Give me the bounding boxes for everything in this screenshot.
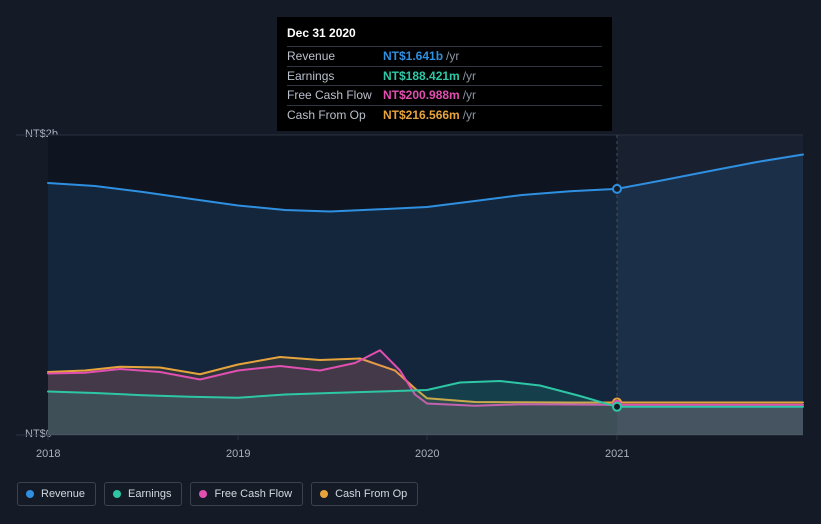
tooltip-row-value: NT$216.566m: [383, 107, 460, 124]
legend-label: Earnings: [128, 488, 171, 500]
tooltip-row-unit: /yr: [463, 68, 476, 85]
tooltip-date: Dec 31 2020: [287, 23, 602, 46]
chart-tooltip: Dec 31 2020 RevenueNT$1.641b/yrEarningsN…: [277, 17, 612, 131]
legend-dot: [26, 490, 34, 498]
legend-item-revenue[interactable]: Revenue: [17, 482, 96, 506]
legend-dot: [320, 490, 328, 498]
tooltip-row-label: Earnings: [287, 68, 383, 85]
tooltip-row: RevenueNT$1.641b/yr: [287, 46, 602, 66]
legend-dot: [199, 490, 207, 498]
tooltip-row-value: NT$188.421m: [383, 68, 460, 85]
tooltip-row-label: Revenue: [287, 48, 383, 65]
tooltip-row: EarningsNT$188.421m/yr: [287, 66, 602, 86]
tooltip-row-unit: /yr: [463, 87, 476, 104]
chart-legend: Revenue Earnings Free Cash Flow Cash From O…: [17, 482, 418, 506]
tooltip-row-label: Cash From Op: [287, 107, 383, 124]
legend-item-earnings[interactable]: Earnings: [104, 482, 182, 506]
legend-label: Free Cash Flow: [214, 488, 292, 500]
tooltip-row-unit: /yr: [463, 107, 476, 124]
chart-root: Dec 31 2020 RevenueNT$1.641b/yrEarningsN…: [0, 0, 821, 524]
tooltip-row: Cash From OpNT$216.566m/yr: [287, 105, 602, 125]
series-marker-revenue: [613, 185, 621, 193]
legend-item-cash-from-op[interactable]: Cash From Op: [311, 482, 418, 506]
tooltip-row-label: Free Cash Flow: [287, 87, 383, 104]
legend-label: Cash From Op: [335, 488, 407, 500]
tooltip-row-value: NT$1.641b: [383, 48, 443, 65]
tooltip-row: Free Cash FlowNT$200.988m/yr: [287, 85, 602, 105]
legend-item-free-cash-flow[interactable]: Free Cash Flow: [190, 482, 303, 506]
tooltip-row-value: NT$200.988m: [383, 87, 460, 104]
legend-dot: [113, 490, 121, 498]
series-marker-earnings: [613, 403, 621, 411]
tooltip-row-unit: /yr: [446, 48, 459, 65]
legend-label: Revenue: [41, 488, 85, 500]
